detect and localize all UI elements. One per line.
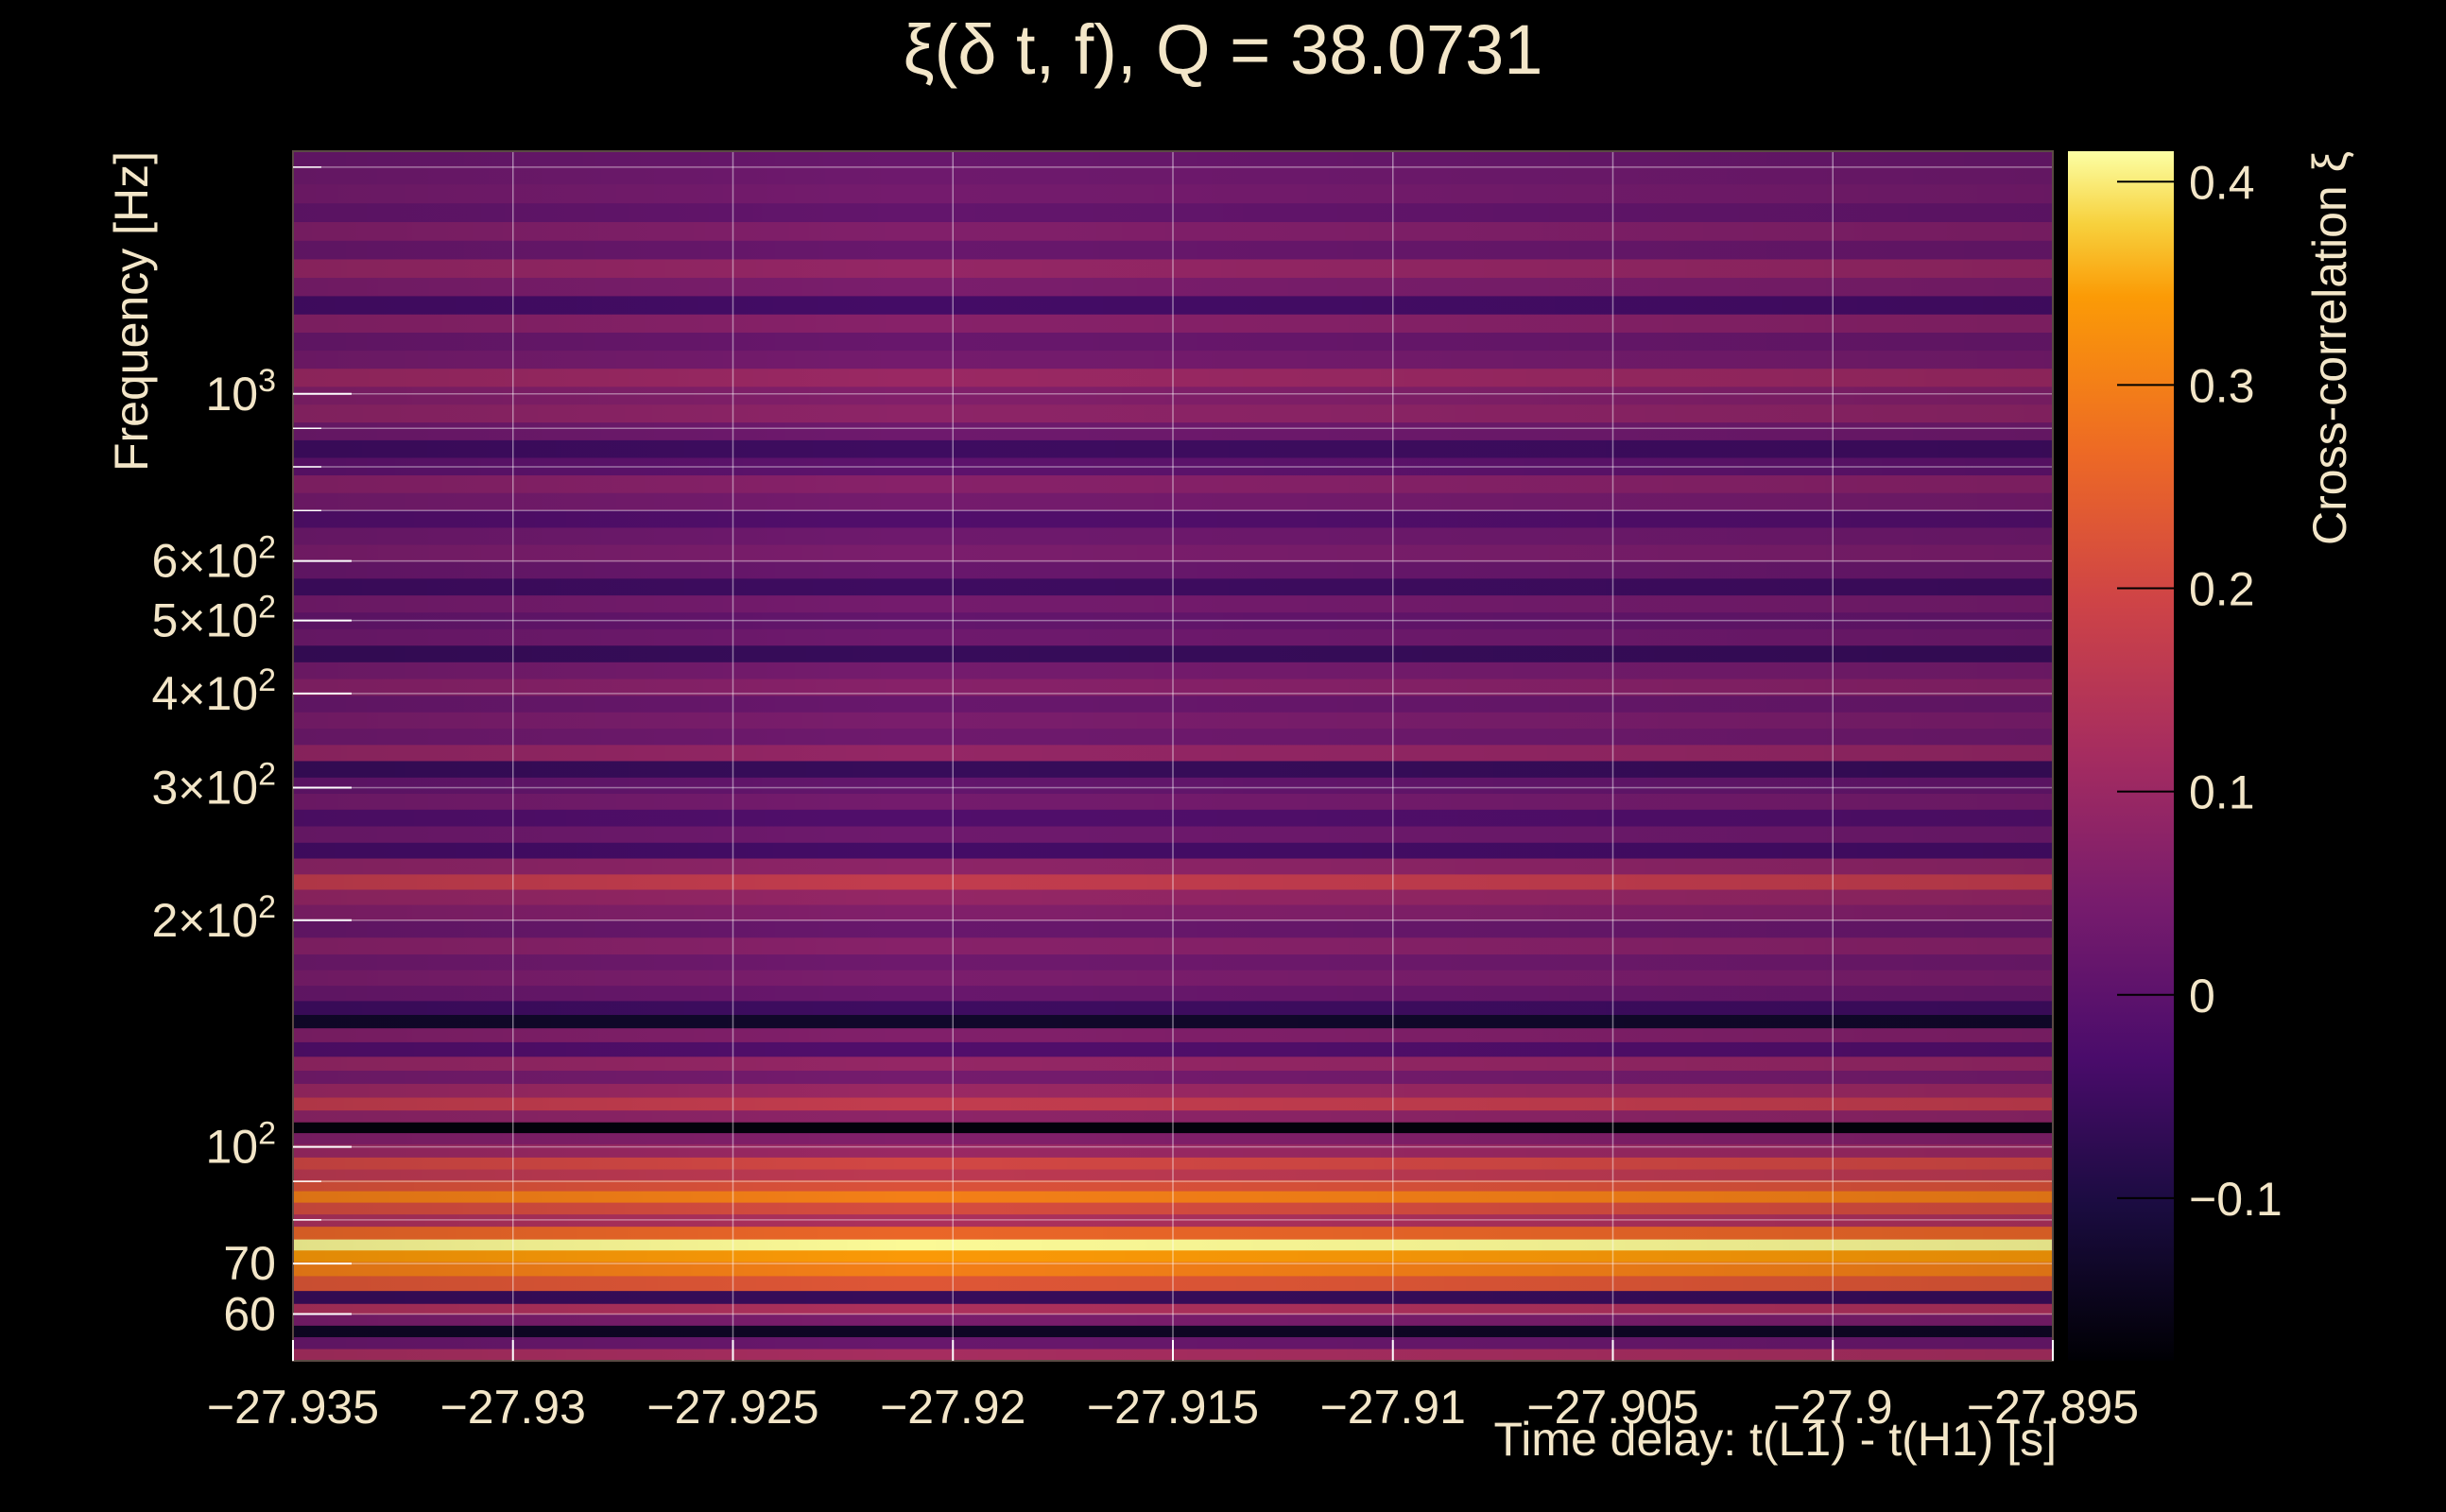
- y-tick-label: 4×102: [151, 662, 276, 720]
- x-axis-ticks: −27.935 −27.93 −27.925 −27.92 −27.915 −27.91 −…: [207, 1340, 2139, 1434]
- x-tick-label: −27.915: [1087, 1381, 1259, 1434]
- y-tick-label: 6×102: [151, 530, 276, 588]
- colorbar-label: Cross-correlation ξ: [2303, 151, 2356, 545]
- x-tick-label: −27.925: [646, 1381, 818, 1434]
- plot-shading: [293, 151, 2053, 1361]
- colorbar-tick-label: 0.3: [2189, 359, 2255, 412]
- x-tick-label: −27.895: [1967, 1381, 2139, 1434]
- y-tick-label: 103: [205, 363, 276, 421]
- x-tick-label: −27.93: [440, 1381, 586, 1434]
- y-tick-label: 2×102: [151, 889, 276, 947]
- colorbar-ticks: −0.1 0 0.1 0.2 0.3 0.4: [2117, 156, 2282, 1226]
- x-tick-label: −27.92: [880, 1381, 1025, 1434]
- colorbar-tick-label: −0.1: [2189, 1173, 2282, 1226]
- y-tick-label: 102: [205, 1116, 276, 1174]
- x-tick-label: −27.935: [207, 1381, 379, 1434]
- x-tick-label: −27.9: [1773, 1381, 1893, 1434]
- colorbar-tick-label: 0.2: [2189, 563, 2255, 616]
- colorbar-tick-label: 0.1: [2189, 766, 2255, 819]
- y-tick-label: 3×102: [151, 756, 276, 814]
- y-axis-label: Frequency [Hz]: [105, 151, 158, 472]
- y-tick-label: 60: [223, 1287, 276, 1340]
- y-tick-label: 70: [223, 1237, 276, 1290]
- x-tick-label: −27.905: [1526, 1381, 1698, 1434]
- grid-lines: [292, 151, 2054, 1361]
- x-axis-label: Time delay: t(L1) - t(H1) [s]: [1494, 1413, 2057, 1466]
- chart-title: ξ(δ t, f), Q = 38.0731: [904, 10, 1543, 89]
- x-tick-label: −27.91: [1320, 1381, 1466, 1434]
- colorbar-tick-label: 0: [2189, 970, 2215, 1022]
- y-tick-label: 5×102: [151, 590, 276, 647]
- colorbar-tick-label: 0.4: [2189, 156, 2255, 209]
- colorbar: [2068, 151, 2174, 1361]
